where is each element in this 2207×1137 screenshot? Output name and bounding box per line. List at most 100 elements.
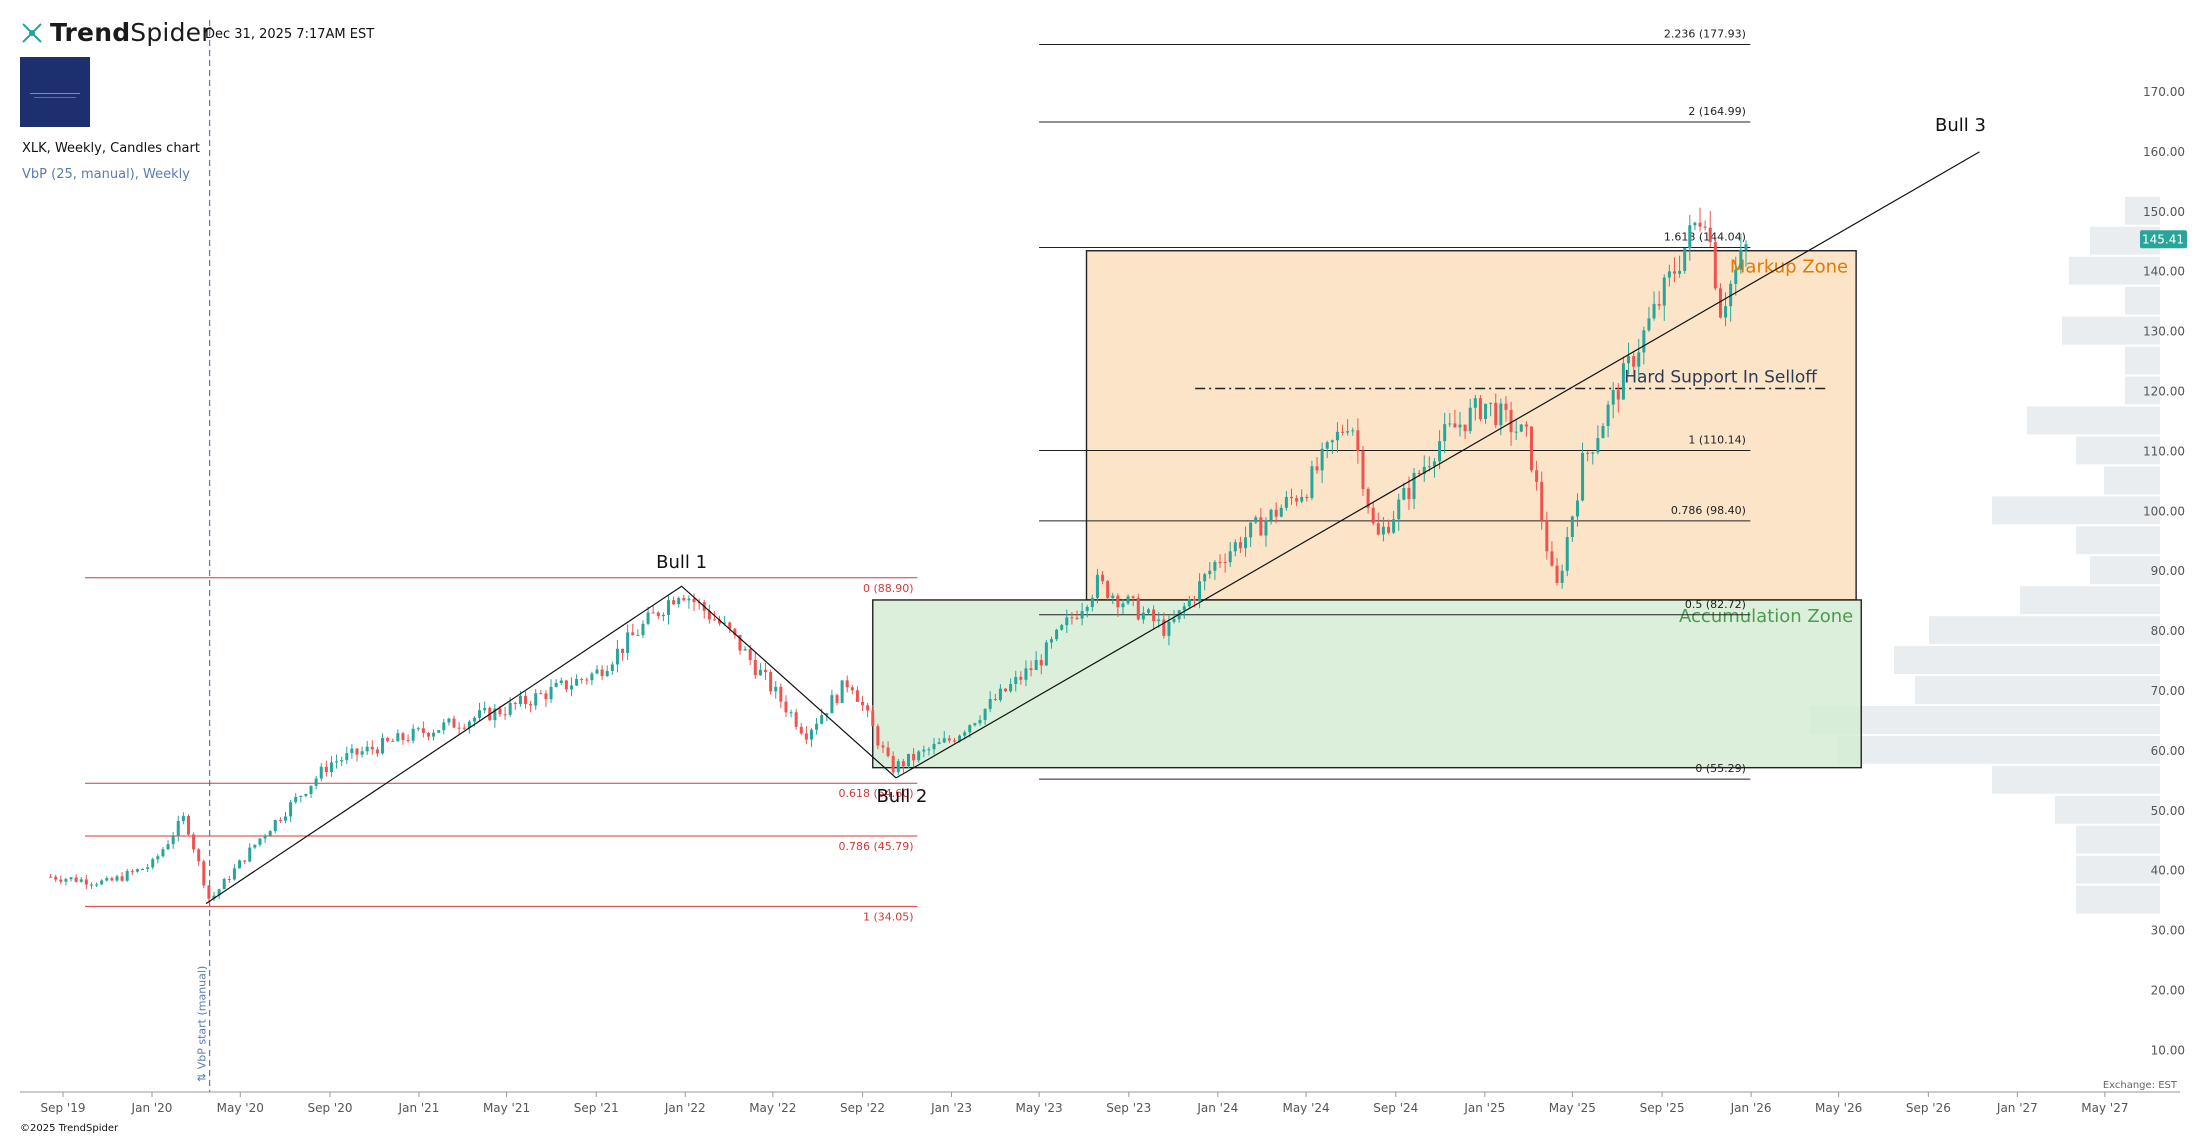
candle-body	[677, 598, 681, 605]
fib-red-label: 1 (34.05)	[863, 910, 914, 923]
candle-body	[1468, 407, 1472, 432]
candle-body	[917, 751, 921, 761]
candle-body	[1550, 551, 1554, 566]
candle-body	[110, 878, 114, 881]
candle-body	[871, 710, 875, 727]
x-tick-label: May '22	[749, 1101, 796, 1115]
candle-body	[1085, 607, 1089, 612]
x-tick-label: Jan '23	[930, 1101, 972, 1115]
candle-body	[483, 707, 487, 711]
candle-body	[1504, 403, 1508, 410]
candle-body	[1346, 431, 1350, 433]
candle-body	[912, 753, 916, 761]
candle-body	[243, 860, 247, 862]
x-tick-label: May '23	[1015, 1101, 1062, 1115]
vbp-bar	[1810, 705, 2160, 734]
candle-body	[1325, 442, 1329, 449]
candle-body	[1713, 242, 1717, 289]
candle-body	[100, 880, 104, 885]
candle-body	[809, 729, 813, 740]
candle-body	[227, 878, 231, 880]
candle-body	[350, 748, 354, 754]
candle-body	[718, 619, 722, 624]
candle-body	[329, 762, 333, 773]
candle-body	[723, 622, 727, 624]
candle-body	[1387, 526, 1391, 533]
candle-body	[1616, 390, 1620, 400]
bull-label: Bull 1	[656, 552, 707, 573]
y-tick-label: 80.00	[2151, 624, 2185, 638]
candle-body	[1632, 356, 1636, 367]
candle-body	[1305, 496, 1309, 498]
y-tick-label: 170.00	[2143, 85, 2185, 99]
candle-body	[1080, 611, 1084, 619]
candle-body	[1463, 424, 1467, 432]
candle-body	[1075, 617, 1079, 619]
vbp-bar	[2062, 316, 2160, 345]
vbp-bar	[1838, 735, 2160, 764]
candle-body	[595, 669, 599, 674]
exchange-label: Exchange: EST	[2102, 1080, 2177, 1091]
candle-body	[1560, 570, 1564, 583]
candle-body	[1136, 597, 1140, 620]
fibonacci-layer: 0 (88.90) 0.618 (54.60) 0.786 (45.79) 1 (34…	[85, 27, 1827, 923]
vbp-bar	[2055, 795, 2160, 824]
vbp-bar	[2027, 406, 2160, 435]
candle-body	[524, 695, 528, 705]
candle-body	[1060, 625, 1064, 630]
candle-body	[590, 673, 594, 681]
fib-black-label: 2.236 (177.93)	[1664, 27, 1746, 40]
candle-body	[840, 680, 844, 703]
candle-body	[1427, 466, 1431, 468]
candle-body	[1044, 642, 1048, 666]
candle-body	[1739, 249, 1743, 270]
candle-body	[1611, 390, 1615, 405]
candle-body	[707, 610, 711, 620]
candle-body	[1351, 430, 1355, 432]
candle-body	[304, 794, 308, 796]
candle-body	[1111, 595, 1115, 598]
candle-body	[712, 619, 716, 621]
candle-body	[1458, 424, 1462, 428]
candle-body	[1055, 629, 1059, 640]
candle-body	[360, 751, 364, 755]
y-tick-label: 110.00	[2143, 444, 2185, 458]
candle-body	[820, 715, 824, 724]
candle-body	[758, 669, 762, 676]
candle-body	[748, 649, 752, 660]
candle-body	[631, 632, 635, 636]
candle-body	[626, 632, 630, 653]
brand[interactable]: TrendSpider	[20, 18, 212, 47]
candle-body	[1152, 609, 1156, 622]
candle-body	[1438, 441, 1442, 462]
candle-body	[84, 879, 88, 885]
candle-body	[922, 749, 926, 752]
candle-body	[886, 747, 890, 756]
candle-body	[1565, 537, 1569, 571]
candle-body	[299, 795, 303, 797]
candle-body	[49, 876, 53, 878]
x-tick-label: Sep '26	[1906, 1101, 1951, 1115]
candle-body	[672, 600, 676, 605]
vbp-bar	[2076, 526, 2160, 555]
candle-body	[1422, 466, 1426, 475]
y-tick-label: 70.00	[2151, 684, 2185, 698]
candle-body	[692, 598, 696, 603]
indicator-legend[interactable]: VbP (25, manual), Weekly	[22, 167, 190, 182]
x-tick-label: Sep '25	[1640, 1101, 1685, 1115]
candle-body	[120, 876, 124, 881]
candle-body	[79, 879, 83, 882]
x-tick-label: Sep '23	[1106, 1101, 1151, 1115]
vbp-bar	[2069, 256, 2160, 285]
candle-body	[396, 733, 400, 742]
candle-body	[386, 738, 390, 741]
candle-body	[222, 878, 226, 890]
candle-body	[621, 648, 625, 653]
candle-body	[1484, 403, 1488, 420]
candle-body	[478, 710, 482, 718]
candle-body	[146, 867, 150, 870]
candle-body	[1049, 639, 1053, 643]
candle-body	[1330, 440, 1334, 443]
trendline	[205, 585, 897, 905]
